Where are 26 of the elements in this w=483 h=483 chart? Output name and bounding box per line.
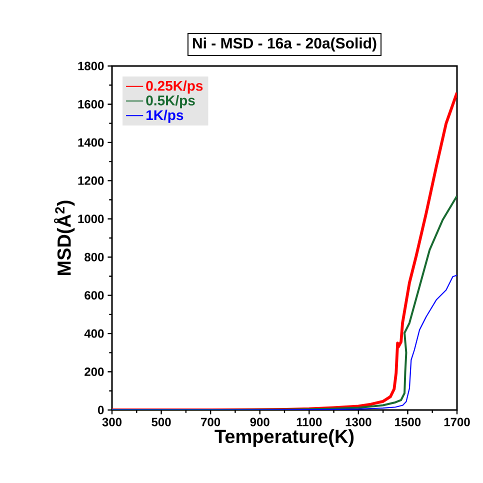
y-tick-label: 1000 bbox=[78, 214, 104, 224]
x-tick-label: 900 bbox=[250, 418, 270, 426]
y-tick-label: 400 bbox=[84, 329, 104, 338]
x-axis-title: Temperature(K) bbox=[214, 429, 354, 447]
legend-label: 0.25K/ps bbox=[146, 80, 203, 94]
y-tick-label: 0 bbox=[98, 406, 104, 414]
y-tick-label: 1200 bbox=[78, 176, 104, 185]
x-tick-label: 1100 bbox=[296, 418, 322, 426]
y-tick-label: 1400 bbox=[78, 138, 104, 147]
x-tick-label: 1500 bbox=[395, 418, 421, 426]
x-tick-label: 1300 bbox=[346, 418, 372, 426]
legend-label: 0.5K/ps bbox=[146, 95, 195, 108]
x-tick-label: 700 bbox=[201, 418, 220, 426]
x-tick-label: 500 bbox=[152, 418, 171, 426]
y-tick-label: 200 bbox=[84, 368, 104, 376]
y-tick-label: 1800 bbox=[78, 62, 104, 70]
y-axis-title: MSD(Å$^{2}$) bbox=[54, 200, 75, 275]
legend-label: 1K/ps bbox=[146, 110, 184, 123]
x-tick-label: 1700 bbox=[444, 418, 470, 426]
y-tick-label: 600 bbox=[84, 291, 104, 300]
line-series bbox=[112, 194, 457, 410]
y-tick-label: 800 bbox=[84, 252, 104, 262]
x-tick-label: 300 bbox=[102, 418, 122, 426]
line-series bbox=[112, 274, 457, 410]
y-tick-label: 1600 bbox=[78, 100, 104, 108]
chart-title: Ni - MSD - 16a - 20a(Solid) bbox=[192, 38, 376, 52]
